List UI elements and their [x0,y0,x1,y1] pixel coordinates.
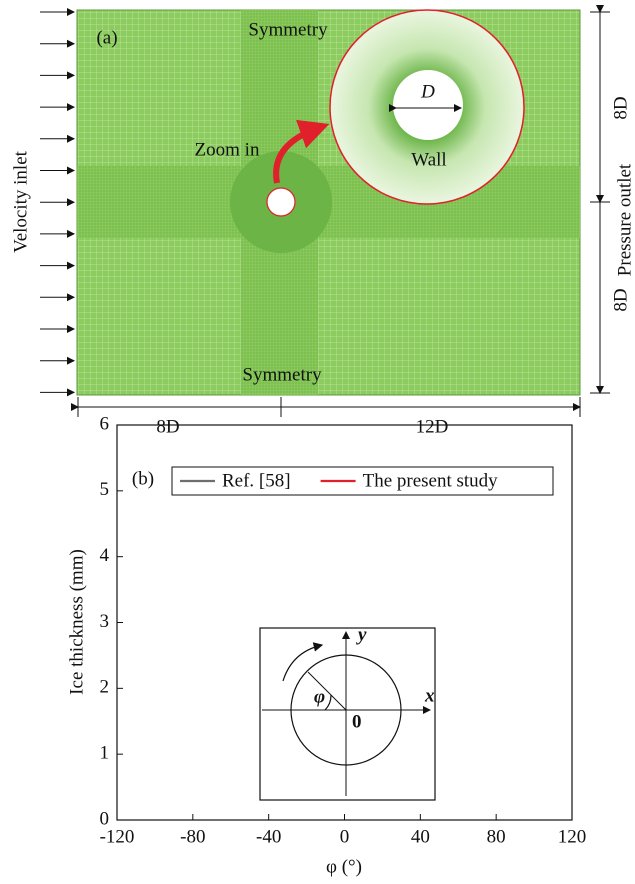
x-tick-label: 120 [558,826,587,847]
x-tick-label: 40 [411,826,430,847]
inset-label: 0 [352,711,362,732]
x-tick-label: -80 [180,826,205,847]
figure: (a) Symmetry Symmetry Zoom in Wall D Vel… [0,0,635,884]
diameter-label: D [420,81,435,102]
cylinder [267,188,295,216]
y-tick-label: 2 [100,677,110,698]
x-tick-label: -120 [100,826,135,847]
wall-label: Wall [411,149,446,170]
inset-angle [325,695,331,710]
x-tick-label: 80 [487,826,506,847]
y-tick-label: 5 [100,479,110,500]
panel-label: (a) [96,27,117,48]
legend-label: The present study [363,470,499,491]
y-axis-label: Ice thickness (mm) [66,549,87,695]
inset-label: x [424,685,435,706]
dim-label: 8D [156,416,179,437]
inlet-arrows [40,12,74,392]
zoom-label: Zoom in [195,139,260,160]
line-chart: (b) Ice thickness (mm) φ (°) y x φ 0 012… [66,413,586,877]
x-axis-label: φ (°) [326,856,362,877]
y-tick-label: 3 [100,611,110,632]
legend-label: Ref. [58] [222,470,291,491]
x-tick-label: 0 [340,826,350,847]
mesh-diagram: (a) Symmetry Symmetry Zoom in Wall D Vel… [10,10,635,437]
inset-label: φ [314,686,325,707]
inset-label: y [356,624,367,645]
inlet-label: Velocity inlet [10,150,31,253]
y-tick-label: 4 [100,545,110,566]
boundary-label: Symmetry [242,364,322,385]
y-tick-label: 6 [100,413,110,434]
panel-label: (b) [132,468,154,489]
outlet-label: Pressure outlet [614,163,635,276]
y-tick-label: 1 [100,743,110,764]
x-tick-label: -40 [256,826,281,847]
dim-label: 12D [416,416,449,437]
inset-frame [260,628,435,800]
dim-label: 8D [610,96,631,119]
inset: y x φ 0 [260,624,435,800]
boundary-label: Symmetry [248,19,328,40]
dim-label: 8D [610,288,631,311]
